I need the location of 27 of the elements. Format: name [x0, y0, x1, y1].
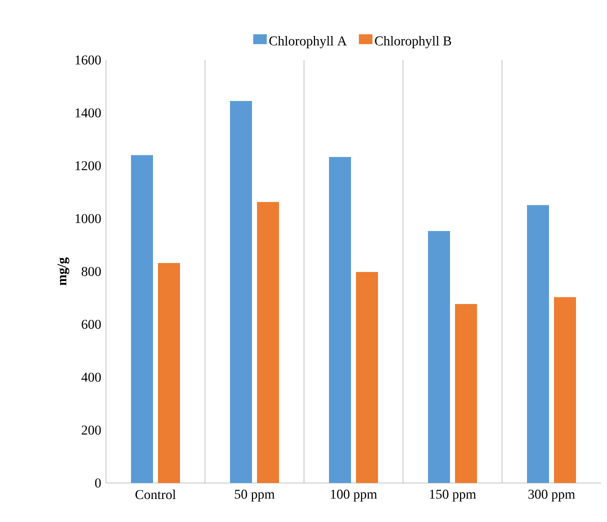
x-tick-label: 150 ppm	[430, 490, 476, 502]
y-tick-label: 1000	[76, 214, 101, 224]
bar	[527, 205, 549, 483]
bar	[158, 263, 180, 483]
x-tick-label: Control	[136, 490, 176, 500]
y-tick-label: 200	[82, 426, 101, 435]
x-tick-label: 300 ppm	[528, 490, 575, 502]
legend-label: Chlorophyll B	[374, 36, 452, 48]
y-tick-label: 1400	[76, 108, 101, 118]
bar	[428, 231, 450, 483]
y-tick-label: 400	[81, 372, 101, 382]
x-tick-label: 100 ppm	[330, 490, 377, 502]
bar	[230, 100, 252, 483]
bar	[131, 155, 153, 483]
x-tick-label: 50 ppm	[234, 490, 275, 502]
y-tick-label: 1200	[76, 161, 101, 170]
bar	[554, 297, 576, 483]
y-tick-label: 0	[95, 478, 101, 488]
y-tick-label: 1600	[76, 55, 101, 65]
bar	[329, 157, 351, 483]
legend-label: Chlorophyll A	[269, 36, 347, 48]
y-axis-title: mg/g	[57, 257, 70, 286]
bar	[257, 202, 279, 483]
y-tick-label: 800	[82, 266, 101, 276]
bar	[356, 272, 378, 483]
bar	[455, 304, 477, 483]
y-tick-label: 600	[82, 320, 101, 329]
